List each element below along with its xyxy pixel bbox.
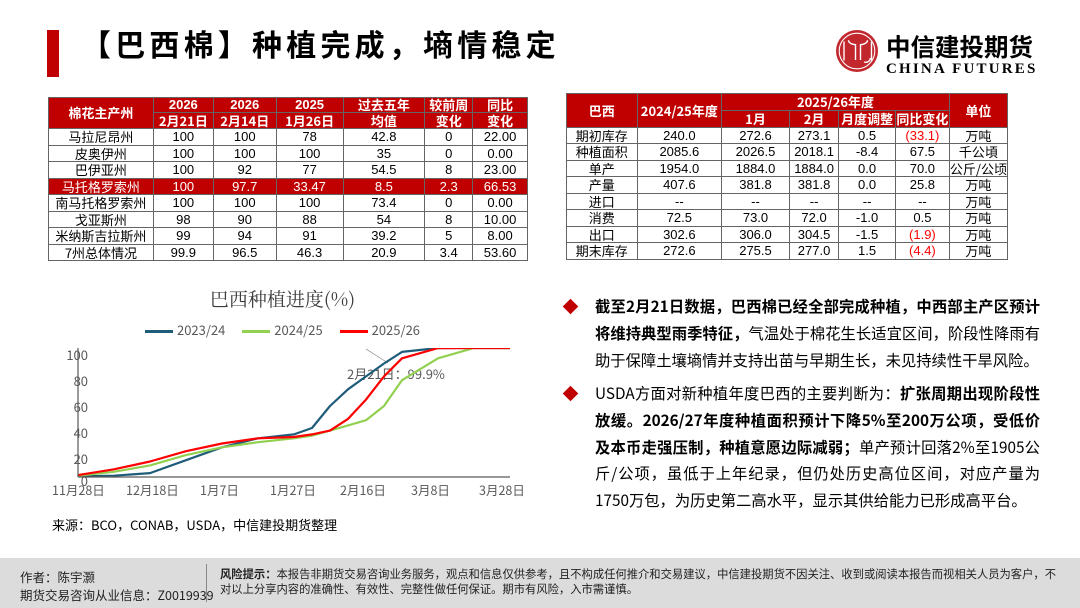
svg-text:CHINA FUTURES: CHINA FUTURES <box>886 61 1038 77</box>
svg-text:中信建投期货: 中信建投期货 <box>886 29 1033 64</box>
